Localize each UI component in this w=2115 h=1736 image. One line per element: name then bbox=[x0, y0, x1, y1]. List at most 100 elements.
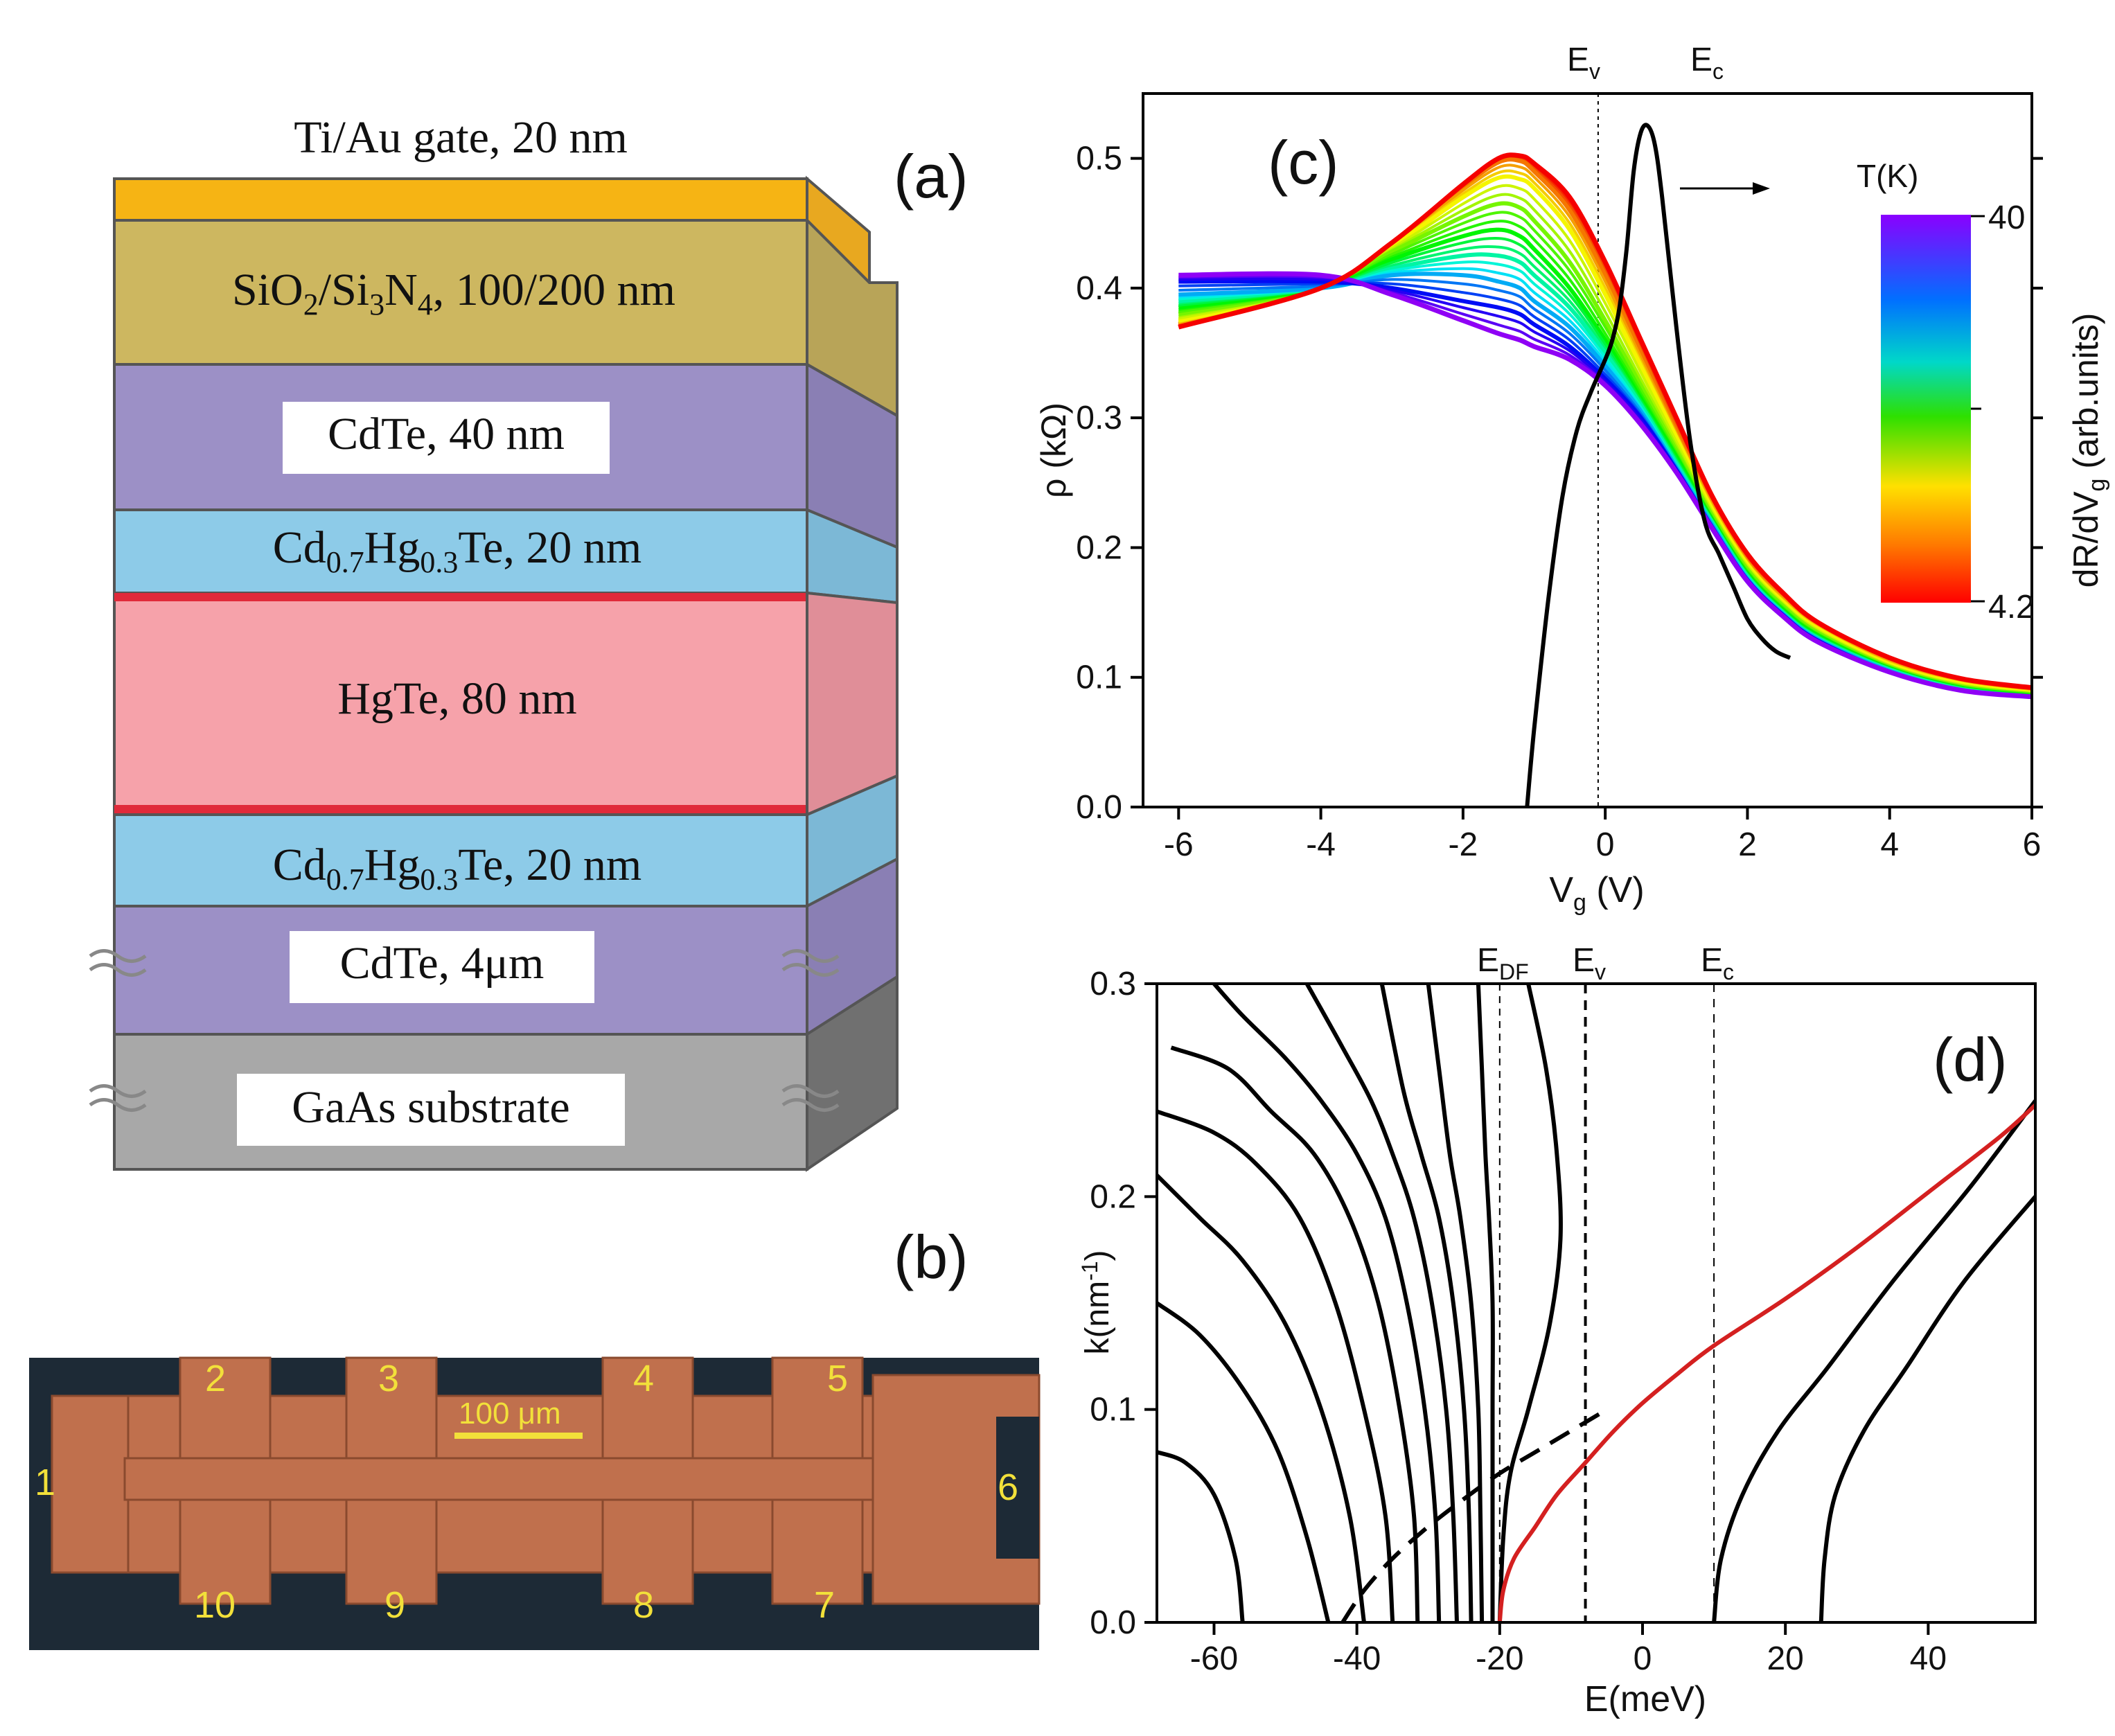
contact-label: 2 bbox=[205, 1358, 226, 1399]
c-series-line bbox=[1178, 271, 2032, 700]
d-series-group bbox=[1157, 984, 2035, 1622]
c-derivative-line bbox=[1525, 123, 1791, 807]
contact-label: 8 bbox=[633, 1584, 654, 1626]
label-cdte-bottom: CdTe, 4μm bbox=[340, 938, 545, 989]
label-cdte-top: CdTe, 40 nm bbox=[328, 409, 565, 459]
c-marker-ev: Ev bbox=[1567, 42, 1600, 84]
d-xtick-label: -60 bbox=[1190, 1640, 1238, 1677]
hgte-bottom-red-line bbox=[114, 805, 807, 813]
layer-sio2 bbox=[113, 219, 808, 366]
panel-label-b: (b) bbox=[894, 1223, 968, 1291]
d-surface-state bbox=[1497, 1103, 2035, 1622]
c-xtick-label: 4 bbox=[1880, 826, 1899, 863]
panel-d-chart: -60 -40 -20 0 20 40 0.0 0.1 0.2 0.3 (d) EDF Ev Ec… bbox=[1077, 942, 2037, 1719]
d-valence-subband bbox=[1157, 1450, 1245, 1622]
c-ytick-label: 0.3 bbox=[1076, 400, 1122, 436]
d-ytick-label: 0.3 bbox=[1090, 966, 1136, 1002]
c-xtick-label: 2 bbox=[1738, 826, 1757, 863]
layer-hgte bbox=[113, 592, 808, 816]
d-plot-frame bbox=[1156, 982, 2037, 1624]
d-xlabel: E(meV) bbox=[1584, 1679, 1706, 1719]
label-gate: Ti/Au gate, 20 nm bbox=[294, 112, 628, 163]
colorbar-max-label: 40 bbox=[1988, 200, 2025, 236]
d-xtick-label: 40 bbox=[1910, 1640, 1947, 1677]
c-series-line bbox=[1178, 152, 2032, 691]
c-xtick-label: -2 bbox=[1449, 826, 1478, 863]
contact-label: 10 bbox=[194, 1584, 236, 1626]
contact-label: 7 bbox=[814, 1584, 835, 1626]
c-xtick-label: -6 bbox=[1164, 826, 1194, 863]
c-plot-frame bbox=[1142, 92, 2033, 808]
d-ytick-label: 0.0 bbox=[1090, 1604, 1136, 1641]
c-xtick-label: 6 bbox=[2023, 826, 2042, 863]
hall-bar bbox=[51, 1356, 1041, 1605]
c-axes-group: -6 -4 -2 0 2 4 6 0.0 0.1 0.2 0.3 0.4 0.5 bbox=[1076, 92, 2043, 863]
c-ytick-label: 0.5 bbox=[1076, 141, 1122, 177]
d-conduction-subband bbox=[1818, 1195, 2035, 1622]
c-ytick-label: 0.1 bbox=[1076, 659, 1122, 696]
d-valence-subband bbox=[1157, 1301, 1331, 1622]
label-box-gaas bbox=[237, 1074, 625, 1146]
panel-c-chart: -6 -4 -2 0 2 4 6 0.0 0.1 0.2 0.3 0.4 0.5 (c) Ev Ec T… bbox=[1034, 42, 2110, 916]
d-valence-subband bbox=[1426, 984, 1485, 1622]
d-valence-subband bbox=[1476, 984, 1495, 1622]
d-ytick-label: 0.2 bbox=[1090, 1178, 1136, 1215]
label-barrier-bottom: Cd0.7Hg0.3Te, 20 nm bbox=[273, 840, 642, 896]
d-valence-subband bbox=[1304, 984, 1459, 1622]
scale-bar-label: 100 μm bbox=[459, 1397, 561, 1431]
colorbar-min-label: 4.2 bbox=[1988, 589, 2035, 626]
c-marker-ec: Ec bbox=[1690, 42, 1724, 84]
d-valence-subband bbox=[1157, 1109, 1395, 1622]
layer-barrier-top bbox=[113, 508, 808, 594]
label-box-cdte-bottom bbox=[290, 931, 594, 1003]
label-gaas: GaAs substrate bbox=[292, 1082, 569, 1133]
c-ylabel-right: dR/dVg (arb.units) bbox=[2067, 313, 2110, 588]
label-hgte: HgTe, 80 nm bbox=[337, 673, 577, 724]
d-valence-subband bbox=[1379, 984, 1474, 1622]
d-xtick-label: 20 bbox=[1767, 1640, 1803, 1677]
d-valence-subband bbox=[1497, 984, 1563, 1622]
d-xtick-label: 0 bbox=[1634, 1640, 1652, 1677]
d-axes-group: -60 -40 -20 0 20 40 0.0 0.1 0.2 0.3 bbox=[1090, 966, 2037, 1677]
label-sio2: SiO2/Si3N4, 100/200 nm bbox=[232, 265, 675, 321]
label-box-cdte-top bbox=[283, 402, 610, 474]
d-marker-ec: Ec bbox=[1701, 942, 1734, 984]
d-valence-subband bbox=[1157, 1173, 1366, 1622]
d-ytick-label: 0.1 bbox=[1090, 1392, 1136, 1428]
contact-label: 9 bbox=[384, 1584, 405, 1626]
c-ylabel: ρ (kΩ) bbox=[1034, 402, 1073, 498]
c-xtick-label: -4 bbox=[1306, 826, 1336, 863]
c-ytick-label: 0.2 bbox=[1076, 529, 1122, 566]
colorbar-title: T(K) bbox=[1857, 158, 1918, 194]
label-barrier-top: Cd0.7Hg0.3Te, 20 nm bbox=[273, 522, 642, 579]
d-xtick-label: -20 bbox=[1476, 1640, 1523, 1677]
panel-label-d: (d) bbox=[1933, 1025, 2008, 1094]
c-ytick-label: 0.0 bbox=[1076, 789, 1122, 826]
layer-gate bbox=[113, 177, 808, 222]
contact-label: 3 bbox=[378, 1358, 399, 1399]
break-mark-icon bbox=[89, 949, 840, 1112]
panel-label-c: (c) bbox=[1268, 128, 1339, 197]
side-sio2 bbox=[806, 217, 899, 418]
scale-bar bbox=[454, 1433, 583, 1439]
side-gaas bbox=[806, 974, 899, 1172]
d-dashed-band bbox=[1340, 1408, 1609, 1622]
d-conduction-subband bbox=[1712, 1099, 2035, 1622]
d-ylabel: k(nm-1) bbox=[1077, 1250, 1116, 1354]
d-marker-ev: Ev bbox=[1573, 942, 1606, 984]
d-xtick-label: -40 bbox=[1333, 1640, 1381, 1677]
contact-label: 5 bbox=[827, 1358, 848, 1399]
colorbar bbox=[1881, 215, 1971, 603]
panel-a-layer-stack: (a) Ti/Au gate, bbox=[89, 112, 968, 1172]
hgte-top-red-line bbox=[114, 593, 807, 601]
d-valence-subband bbox=[1212, 984, 1442, 1622]
d-marker-edf: EDF bbox=[1477, 942, 1529, 984]
c-xtick-label: 0 bbox=[1596, 826, 1615, 863]
c-xlabel: Vg (V) bbox=[1549, 870, 1644, 916]
contact-label: 4 bbox=[633, 1358, 654, 1399]
c-series-group bbox=[1178, 94, 2032, 807]
panel-b-device-photo: (b) 100 μm 1 2 bbox=[29, 1223, 1041, 1650]
dark-window bbox=[996, 1417, 1039, 1559]
panel-label-a: (a) bbox=[894, 142, 968, 211]
